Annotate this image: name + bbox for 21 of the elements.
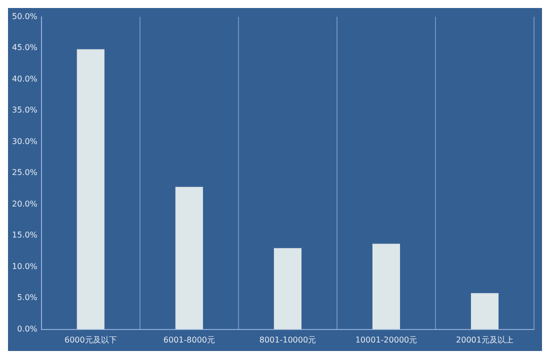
- x-tick-label: 6000元及以下: [64, 335, 117, 344]
- y-tick-label: 35.0%: [12, 106, 38, 115]
- bar: [76, 49, 104, 330]
- y-tick-label: 20.0%: [12, 199, 38, 208]
- x-tick-label: 6001-8000元: [163, 335, 215, 344]
- bar: [175, 186, 203, 330]
- y-tick-label: 40.0%: [12, 74, 38, 84]
- bar: [470, 293, 499, 330]
- y-tick-label: 0.0%: [17, 324, 38, 334]
- x-tick-label: 8001-10000元: [259, 335, 316, 344]
- y-tick-label: 45.0%: [12, 43, 38, 52]
- bar: [372, 244, 400, 330]
- y-tick-label: 5.0%: [17, 293, 38, 302]
- x-tick-label: 20001元及以上: [456, 335, 514, 344]
- y-tick-label: 15.0%: [12, 230, 38, 240]
- y-tick-label: 50.0%: [12, 12, 38, 21]
- y-tick-label: 10.0%: [12, 262, 38, 271]
- bar: [274, 248, 302, 330]
- y-tick-label: 25.0%: [12, 168, 38, 178]
- x-tick-label: 10001-20000元: [355, 335, 418, 344]
- y-tick-label: 30.0%: [12, 136, 38, 146]
